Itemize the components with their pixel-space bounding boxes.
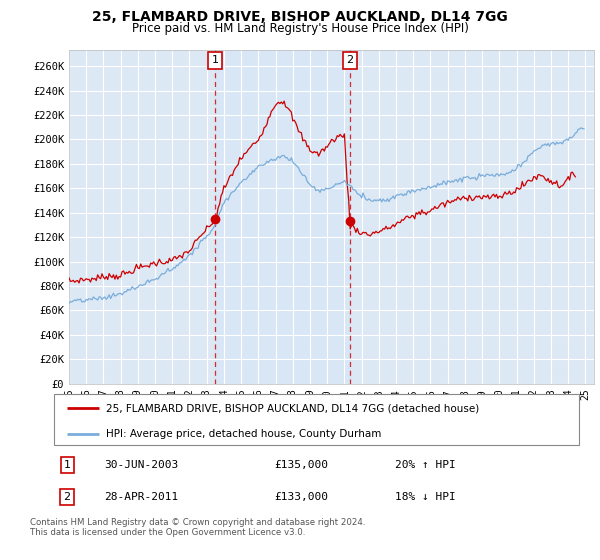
Text: 30-JUN-2003: 30-JUN-2003: [104, 460, 178, 470]
Text: HPI: Average price, detached house, County Durham: HPI: Average price, detached house, Coun…: [107, 429, 382, 439]
Text: 2: 2: [347, 55, 353, 66]
Text: £133,000: £133,000: [275, 492, 329, 502]
Text: 25, FLAMBARD DRIVE, BISHOP AUCKLAND, DL14 7GG: 25, FLAMBARD DRIVE, BISHOP AUCKLAND, DL1…: [92, 10, 508, 24]
FancyBboxPatch shape: [54, 394, 579, 445]
Text: 20% ↑ HPI: 20% ↑ HPI: [395, 460, 456, 470]
Text: 25, FLAMBARD DRIVE, BISHOP AUCKLAND, DL14 7GG (detached house): 25, FLAMBARD DRIVE, BISHOP AUCKLAND, DL1…: [107, 403, 480, 413]
Text: 2: 2: [64, 492, 71, 502]
Text: 28-APR-2011: 28-APR-2011: [104, 492, 178, 502]
Text: Price paid vs. HM Land Registry's House Price Index (HPI): Price paid vs. HM Land Registry's House …: [131, 22, 469, 35]
Text: 1: 1: [212, 55, 219, 66]
Text: 18% ↓ HPI: 18% ↓ HPI: [395, 492, 456, 502]
Text: £135,000: £135,000: [275, 460, 329, 470]
Text: 1: 1: [64, 460, 71, 470]
Text: Contains HM Land Registry data © Crown copyright and database right 2024.
This d: Contains HM Land Registry data © Crown c…: [30, 518, 365, 538]
Bar: [215, 50, 350, 384]
